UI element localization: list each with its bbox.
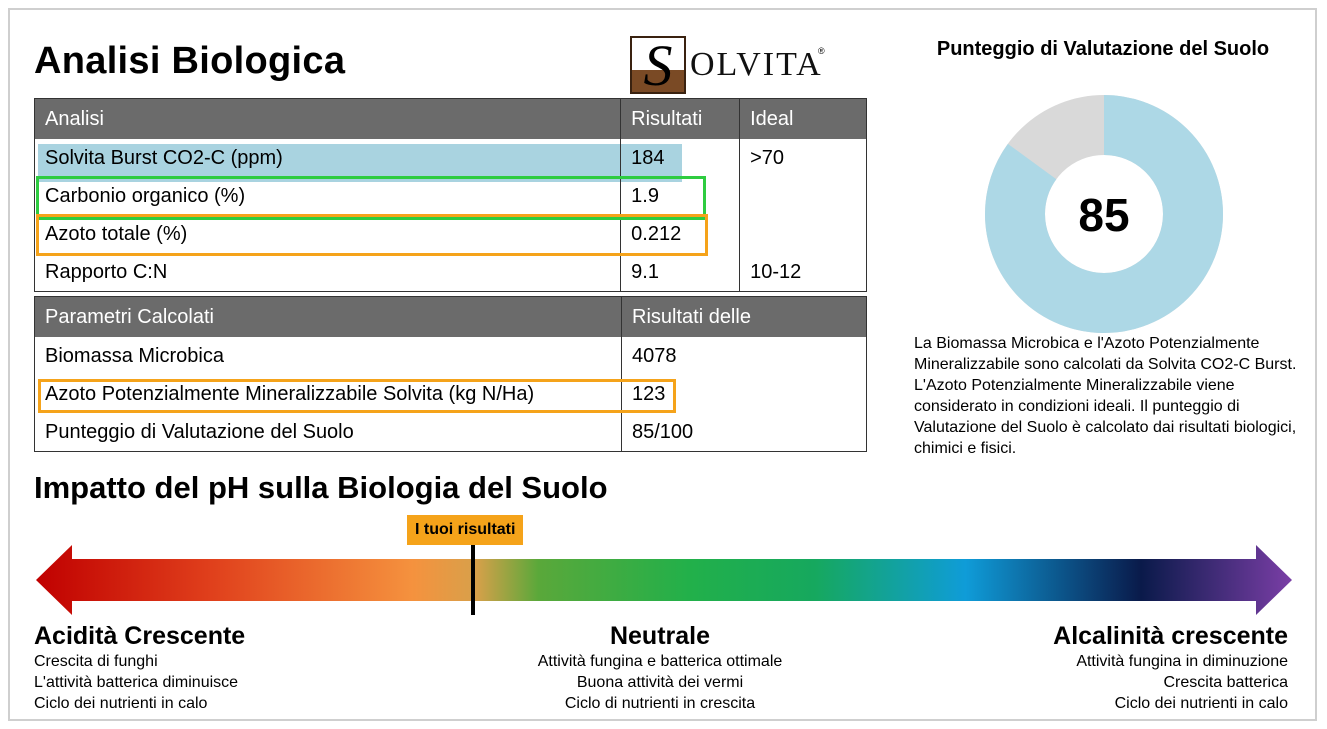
- alkalinity-line: Crescita batterica: [1163, 674, 1289, 691]
- row-value: 0.212: [620, 215, 741, 253]
- calculated-table: Parametri Calcolati Risultati delle Biom…: [34, 296, 867, 452]
- header-analisi: Analisi: [33, 98, 622, 139]
- ph-result-marker-line: [471, 545, 475, 615]
- page-frame: [8, 8, 1317, 721]
- row-label: Rapporto C:N: [33, 253, 622, 292]
- row-label: Biomassa Microbica: [34, 337, 622, 375]
- header-risultati-delle: Risultati delle: [621, 296, 867, 337]
- row-value: 9.1: [620, 253, 741, 292]
- acidity-column: Acidità Crescente Crescita di funghi L'a…: [34, 622, 245, 714]
- row-label: Azoto totale (%): [33, 215, 622, 253]
- score-donut-chart: 85: [985, 95, 1223, 333]
- row-label: Punteggio di Valutazione del Suolo: [34, 413, 622, 452]
- ph-section-title: Impatto del pH sulla Biologia del Suolo: [34, 470, 608, 505]
- alkalinity-line: Attività fungina in diminuzione: [1076, 653, 1288, 670]
- row-ideal: >70: [739, 139, 867, 177]
- neutral-line: Attività fungina e batterica ottimale: [537, 653, 783, 670]
- table-row: Solvita Burst CO2-C (ppm) 184 >70: [33, 139, 867, 177]
- alkalinity-heading: Alcalinità crescente: [1053, 622, 1288, 650]
- highlight-box-orange-nitrogen: [36, 214, 708, 256]
- alkalinity-line: Ciclo dei nutrienti in calo: [1114, 695, 1288, 712]
- header-ideal: Ideal: [739, 98, 867, 139]
- row-ideal: [739, 177, 867, 215]
- highlight-box-orange-apm: [38, 379, 676, 413]
- row-label: Carbonio organico (%): [33, 177, 622, 215]
- neutral-line: Ciclo di nutrienti in crescita: [564, 695, 756, 712]
- calculated-table-header: Parametri Calcolati Risultati delle: [34, 296, 867, 337]
- row-value: 4078: [621, 337, 867, 375]
- logo-mark: S: [630, 36, 686, 94]
- logo-registered: ®: [818, 46, 825, 56]
- neutral-line: Buona attività dei vermi: [576, 674, 744, 691]
- acidity-heading: Acidità Crescente: [34, 622, 246, 650]
- score-value: 85: [1078, 189, 1129, 241]
- logo-text: OLVITA: [690, 46, 823, 83]
- table-row: Rapporto C:N 9.1 10-12: [33, 253, 867, 292]
- acidity-line: Ciclo dei nutrienti in calo: [34, 695, 208, 712]
- neutral-column: Neutrale Attività fungina e batterica ot…: [460, 622, 860, 714]
- donut-fill: [985, 95, 1223, 333]
- table-row: Carbonio organico (%) 1.9: [33, 177, 867, 215]
- table-row: Azoto totale (%) 0.212: [33, 215, 867, 253]
- logo-letter: S: [643, 36, 673, 94]
- table-row: Biomassa Microbica 4078: [34, 337, 867, 375]
- analysis-table-header: Analisi Risultati Ideal: [33, 98, 867, 139]
- header-risultati: Risultati: [620, 98, 741, 139]
- row-value: 1.9: [620, 177, 741, 215]
- analysis-table: Analisi Risultati Ideal Solvita Burst CO…: [33, 98, 867, 292]
- neutral-heading: Neutrale: [609, 622, 711, 650]
- ph-result-marker-label: I tuoi risultati: [407, 515, 524, 545]
- alkalinity-column: Alcalinità crescente Attività fungina in…: [890, 622, 1288, 714]
- score-description: La Biomassa Microbica e l'Azoto Potenzia…: [914, 335, 1297, 457]
- score-title: Punteggio di Valutazione del Suolo: [936, 38, 1270, 60]
- acidity-line: L'attività batterica diminuisce: [34, 674, 239, 691]
- row-label: Solvita Burst CO2-C (ppm): [33, 139, 622, 177]
- solvita-logo: S OLVITA ®: [630, 36, 830, 96]
- header-parametri: Parametri Calcolati: [34, 296, 622, 337]
- ph-gradient-arrow: [36, 545, 1292, 615]
- highlight-box-green: [36, 176, 706, 220]
- table-row: Punteggio di Valutazione del Suolo 85/10…: [34, 413, 867, 452]
- row-ideal: [739, 215, 867, 253]
- row-ideal: 10-12: [739, 253, 867, 292]
- page-title: Analisi Biologica: [34, 40, 346, 82]
- row-value: 184: [620, 139, 741, 177]
- acidity-line: Crescita di funghi: [34, 653, 158, 670]
- row-value: 85/100: [621, 413, 867, 452]
